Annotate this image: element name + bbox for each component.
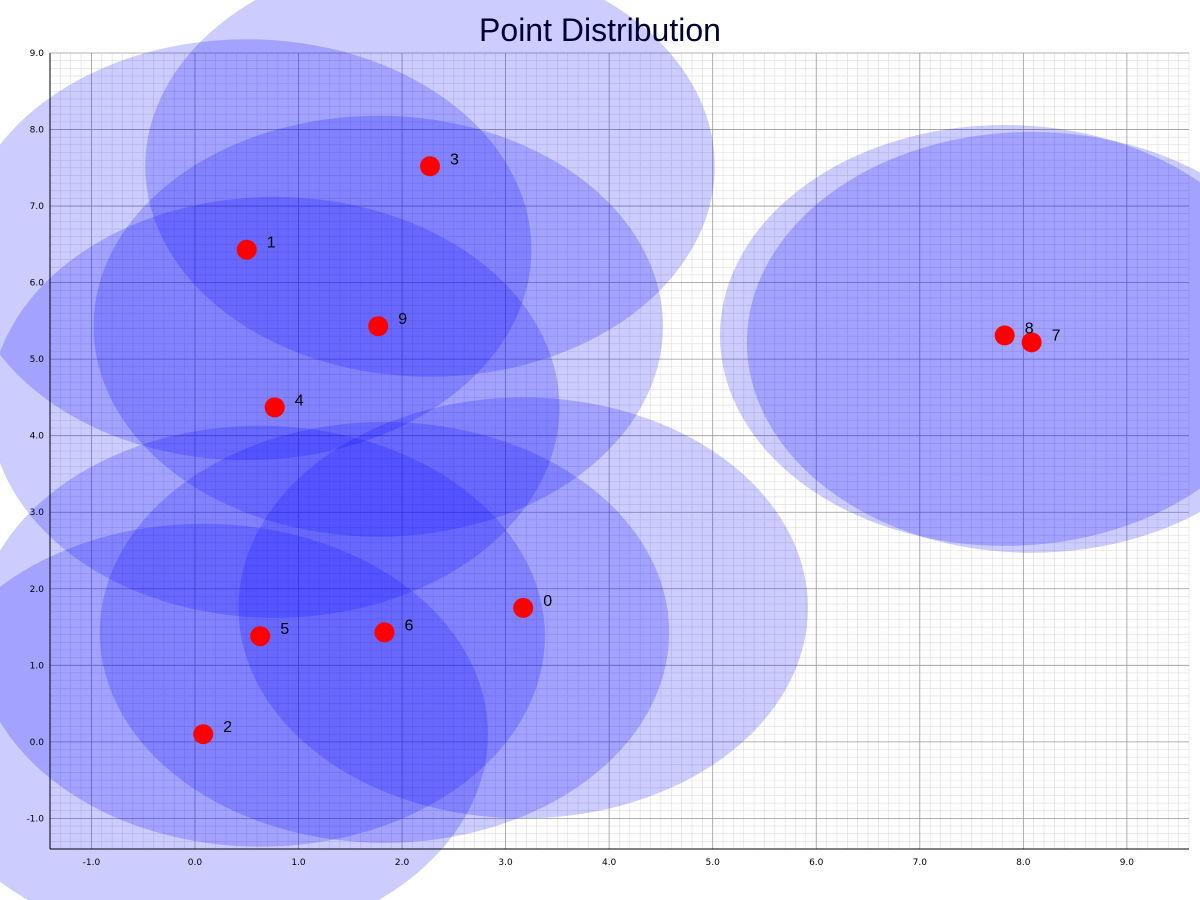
radius-circle-3 <box>145 0 715 377</box>
x-tick-label: 3.0 <box>498 858 513 868</box>
chart-title: Point Distribution <box>479 12 721 48</box>
y-tick-label: 7.0 <box>30 202 45 212</box>
point-5 <box>250 626 271 647</box>
radius-circle-8 <box>720 125 1200 546</box>
x-tick-label: -1.0 <box>83 858 101 868</box>
data-points <box>193 156 1042 745</box>
x-tick-label: 7.0 <box>913 858 928 868</box>
point-2 <box>193 724 214 745</box>
y-tick-label: 9.0 <box>30 49 45 59</box>
x-tick-label: 0.0 <box>188 858 203 868</box>
point-3 <box>420 156 441 177</box>
x-tick-label: 4.0 <box>602 858 617 868</box>
point-8 <box>994 325 1015 346</box>
point-label-2: 2 <box>223 719 232 736</box>
point-9 <box>368 316 389 337</box>
y-tick-label: 4.0 <box>30 432 45 442</box>
x-tick-label: 1.0 <box>291 858 306 868</box>
y-tick-label: 1.0 <box>30 661 45 671</box>
point-label-4: 4 <box>295 392 304 409</box>
radius-circle-5 <box>0 425 545 847</box>
minor-grid <box>49 53 1190 850</box>
y-tick-label: 3.0 <box>30 508 45 518</box>
radius-circle-7 <box>746 131 1200 553</box>
y-tick-label: 6.0 <box>30 279 45 289</box>
point-label-7: 7 <box>1052 327 1061 344</box>
y-tick-label: 2.0 <box>30 585 45 595</box>
point-label-9: 9 <box>398 311 407 328</box>
point-label-3: 3 <box>450 151 459 168</box>
x-tick-label: 6.0 <box>809 858 824 868</box>
radius-circle-2 <box>0 523 488 900</box>
point-4 <box>264 397 285 418</box>
y-tick-label: 0.0 <box>30 738 45 748</box>
x-tick-label: 9.0 <box>1120 858 1135 868</box>
point-0 <box>513 597 534 618</box>
axes <box>49 53 1189 850</box>
point-labels: 0 1 2 3 4 5 6 7 8 9 <box>223 151 1060 736</box>
point-7 <box>1021 332 1042 353</box>
point-label-0: 0 <box>543 593 552 610</box>
y-tick-label: -1.0 <box>26 814 44 824</box>
point-1 <box>236 239 257 260</box>
point-label-6: 6 <box>404 617 413 634</box>
major-grid <box>50 52 1189 849</box>
tick-labels: -1.0 0.0 1.0 2.0 3.0 4.0 5.0 6.0 7.0 8.0 9.0 -1.0 0.… <box>26 49 1134 868</box>
point-label-8: 8 <box>1025 320 1034 337</box>
point-label-1: 1 <box>267 235 276 252</box>
x-tick-label: 8.0 <box>1016 858 1031 868</box>
point-6 <box>374 622 395 643</box>
y-tick-label: 5.0 <box>30 355 45 365</box>
y-tick-label: 8.0 <box>30 126 45 136</box>
point-label-5: 5 <box>280 621 289 638</box>
x-tick-label: 2.0 <box>395 858 410 868</box>
x-tick-label: 5.0 <box>706 858 721 868</box>
radius-circle-1 <box>0 39 532 461</box>
